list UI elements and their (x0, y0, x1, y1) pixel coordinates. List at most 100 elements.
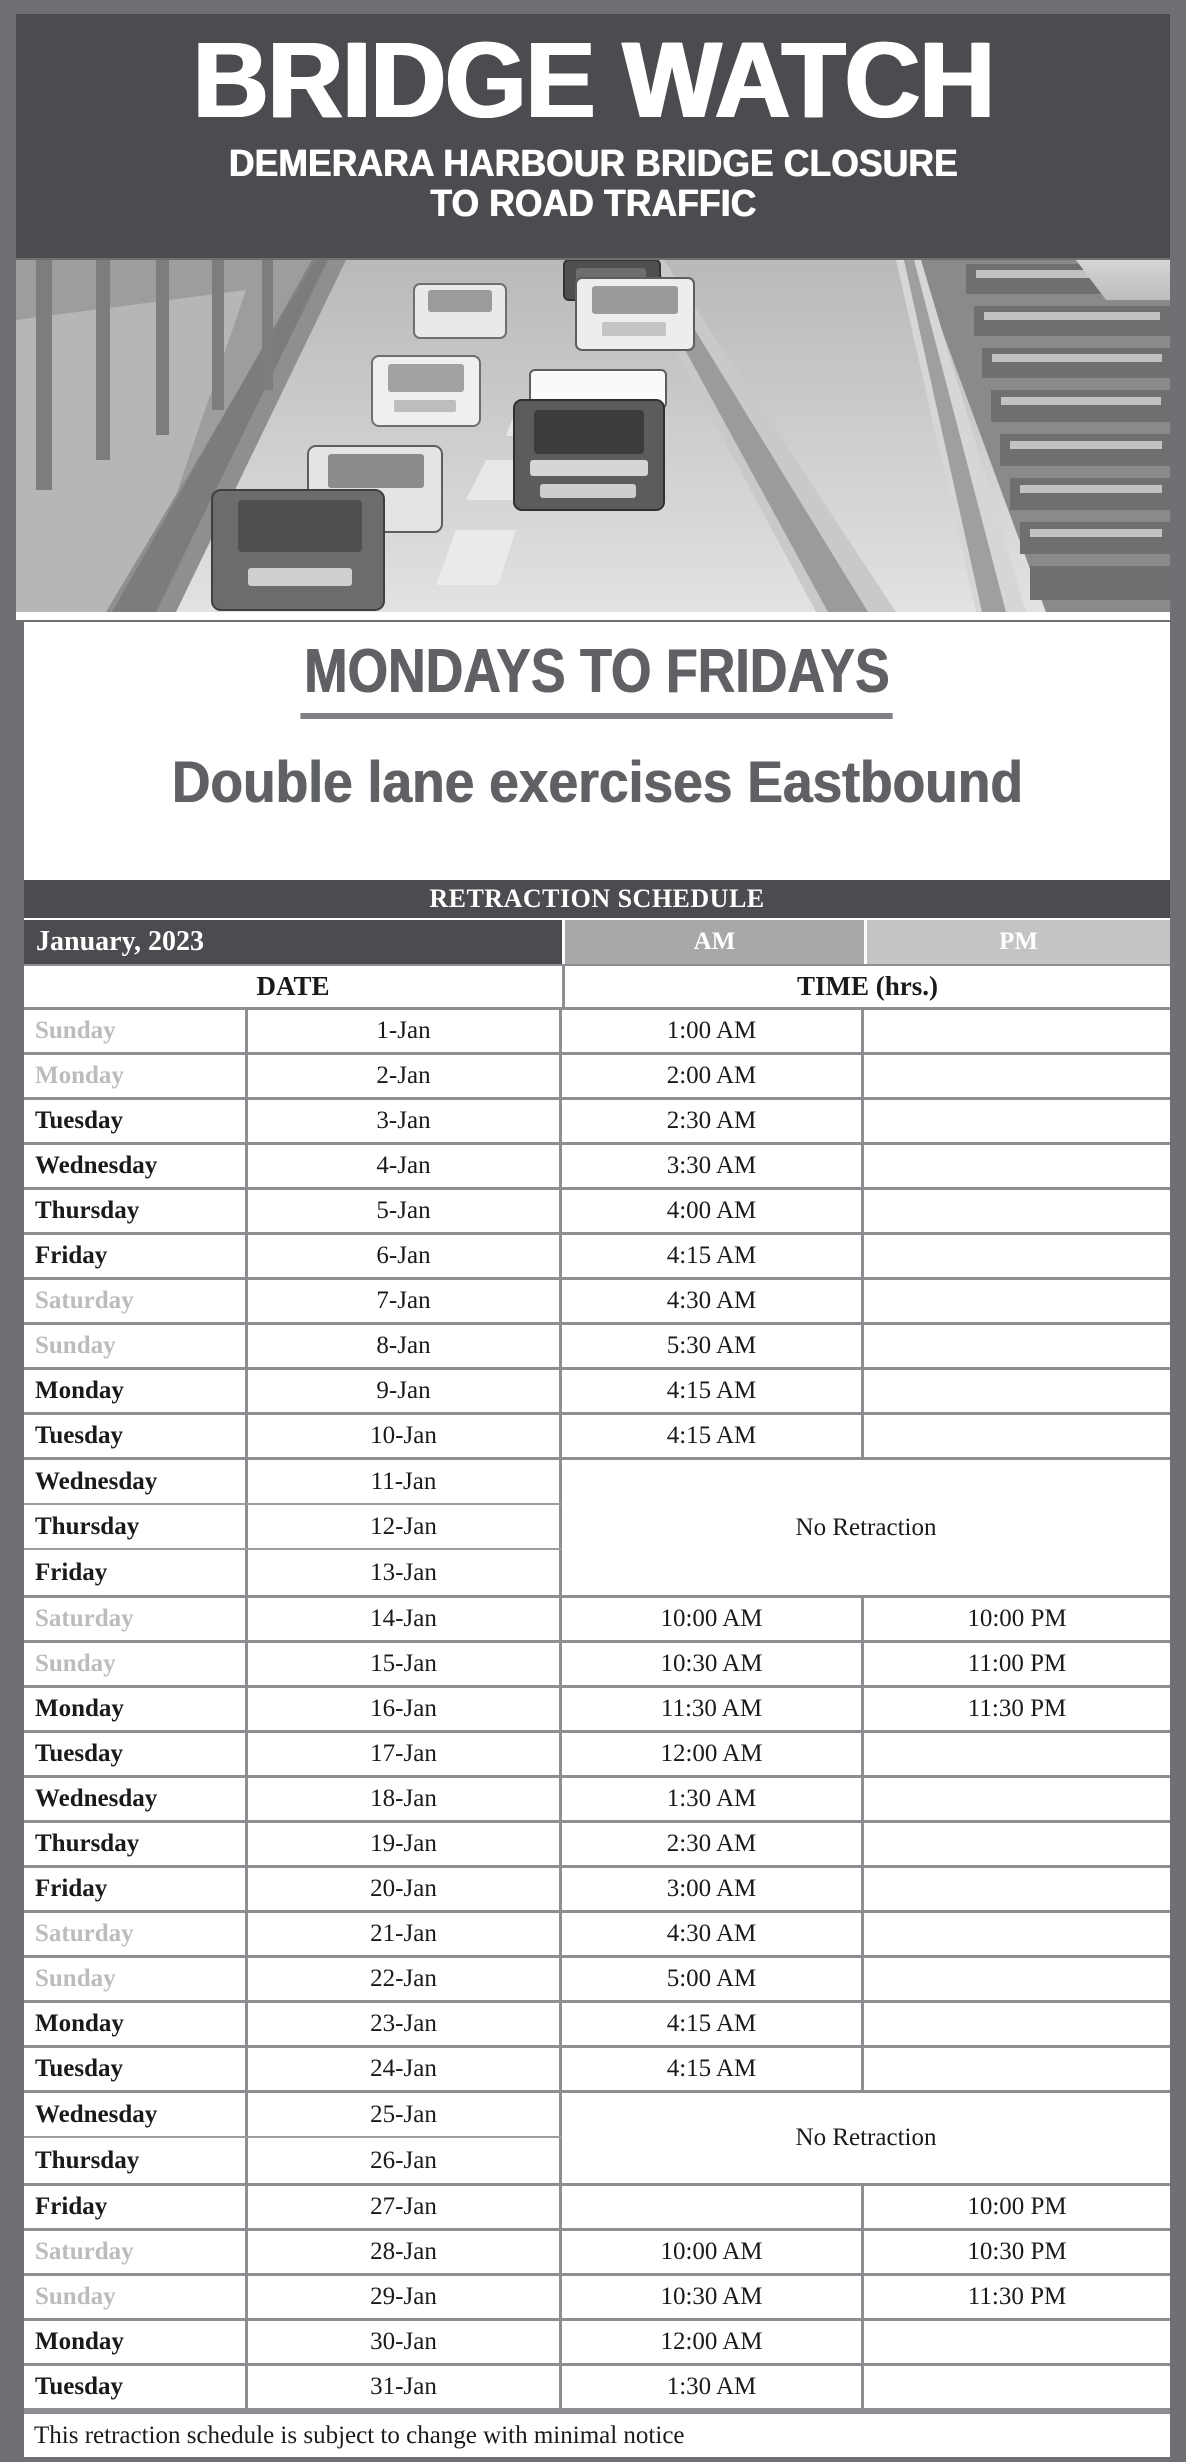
cell-date: 1-Jan (248, 1010, 562, 1052)
cell-day: Monday (24, 1370, 248, 1412)
cell-am-time: 1:00 AM (562, 1010, 864, 1052)
cell-am-time: 4:15 AM (562, 2003, 864, 2045)
cell-am-time: 4:15 AM (562, 1370, 864, 1412)
no-retraction-label: No Retraction (795, 1513, 937, 1541)
table-row: Thursday 5-Jan 4:00 AM (24, 1190, 1170, 1235)
table-row: Sunday 8-Jan 5:30 AM (24, 1325, 1170, 1370)
cell-am-time: 12:00 AM (562, 2321, 864, 2363)
retraction-schedule-table: RETRACTION SCHEDULE January, 2023 AM PM … (24, 880, 1170, 2457)
table-row: Saturday 7-Jan 4:30 AM (24, 1280, 1170, 1325)
cell-pm-time: 11:30 PM (967, 1695, 1067, 1722)
table-row: Wednesday 4-Jan 3:30 AM (24, 1145, 1170, 1190)
cell-am-time: 4:15 AM (562, 1415, 864, 1457)
cell-am-time: 10:30 AM (562, 2276, 864, 2318)
cell-pm-time (864, 1823, 1170, 1865)
cell-am-time: 3:00 AM (562, 1868, 864, 1910)
cell-date: 8-Jan (248, 1325, 562, 1367)
photo-separator (16, 612, 1170, 620)
cell-day: Wednesday (24, 2093, 248, 2136)
cell-am-time: 4:30 AM (562, 1913, 864, 1955)
table-row: Saturday 21-Jan 4:30 AM (24, 1913, 1170, 1958)
cell-date: 10-Jan (248, 1415, 562, 1457)
table-row: Thursday 26-Jan (24, 2138, 562, 2183)
cell-day: Saturday (24, 2231, 248, 2273)
table-column-header-row: DATE TIME (hrs.) (24, 966, 1170, 1010)
masthead-subtitle-line2: TO ROAD TRAFFIC (429, 182, 757, 225)
cell-pm-time (864, 2321, 1170, 2363)
cell-day: Tuesday (24, 1415, 248, 1457)
no-retraction-group: Wednesday 25-Jan Thursday 26-Jan No Retracti… (24, 2093, 1170, 2186)
cell-date: 22-Jan (248, 1958, 562, 2000)
notice-subline: Double lane exercises Eastbound (171, 750, 1023, 815)
notice-panel: MONDAYS TO FRIDAYS Double lane exercises… (24, 622, 1170, 880)
cell-pm-time (864, 1415, 1170, 1457)
table-row: Sunday 1-Jan 1:00 AM (24, 1010, 1170, 1055)
cell-pm-time (864, 2048, 1170, 2090)
cell-date: 5-Jan (248, 1190, 562, 1232)
table-row: Friday 6-Jan 4:15 AM (24, 1235, 1170, 1280)
cell-day: Saturday (24, 1913, 248, 1955)
cell-day: Sunday (24, 1010, 248, 1052)
bridge-traffic-photo (16, 260, 1170, 612)
cell-day: Tuesday (24, 2366, 248, 2408)
cell-day: Friday (24, 2186, 248, 2228)
cell-date: 7-Jan (248, 1280, 562, 1322)
cell-day: Tuesday (24, 1100, 248, 1142)
cell-date: 18-Jan (248, 1778, 562, 1820)
cell-date: 26-Jan (248, 2138, 562, 2183)
cell-day: Sunday (24, 1325, 248, 1367)
cell-am-time: 2:30 AM (562, 1100, 864, 1142)
cell-pm-time (864, 2003, 1170, 2045)
notice-headline: MONDAYS TO FRIDAYS (300, 636, 894, 719)
cell-pm-time (864, 1958, 1170, 2000)
no-retraction-block-2: Wednesday 25-Jan Thursday 26-Jan No Retracti… (24, 2093, 1170, 2186)
cell-day: Thursday (24, 1190, 248, 1232)
table-row: Wednesday 25-Jan (24, 2093, 562, 2138)
cell-pm-time: 10:30 PM (967, 2238, 1067, 2265)
table-row: Tuesday 3-Jan 2:30 AM (24, 1100, 1170, 1145)
cell-day: Wednesday (24, 1460, 248, 1503)
cell-date: 29-Jan (248, 2276, 562, 2318)
table-row: Thursday 12-Jan (24, 1505, 562, 1550)
table-row: Wednesday 18-Jan 1:30 AM (24, 1778, 1170, 1823)
table-row: Friday 27-Jan 10:00 PM (24, 2186, 1170, 2231)
table-row: Monday 2-Jan 2:00 AM (24, 1055, 1170, 1100)
cell-date: 28-Jan (248, 2231, 562, 2273)
cell-day: Saturday (24, 1280, 248, 1322)
table-row: Tuesday 10-Jan 4:15 AM (24, 1415, 1170, 1460)
cell-day: Saturday (24, 1598, 248, 1640)
cell-pm-time (864, 1370, 1170, 1412)
no-retraction-dates: Wednesday 25-Jan Thursday 26-Jan (24, 2093, 562, 2183)
cell-am-time: 2:30 AM (562, 1823, 864, 1865)
cell-am-time: 4:15 AM (562, 1235, 864, 1277)
table-row: Monday 9-Jan 4:15 AM (24, 1370, 1170, 1415)
cell-date: 30-Jan (248, 2321, 562, 2363)
cell-day: Monday (24, 1055, 248, 1097)
cell-date: 12-Jan (248, 1505, 562, 1548)
cell-date: 16-Jan (248, 1688, 562, 1730)
date-column-header: DATE (24, 966, 565, 1007)
cell-date: 15-Jan (248, 1643, 562, 1685)
cell-am-time: 3:30 AM (562, 1145, 864, 1187)
month-label: January, 2023 (24, 920, 565, 964)
cell-am-time: 5:30 AM (562, 1325, 864, 1367)
cell-pm-time (864, 1145, 1170, 1187)
cell-date: 31-Jan (248, 2366, 562, 2408)
cell-date: 19-Jan (248, 1823, 562, 1865)
cell-day: Friday (24, 1868, 248, 1910)
masthead-subtitle: DEMERARA HARBOUR BRIDGE CLOSURE TO ROAD … (56, 143, 1129, 225)
table-title: RETRACTION SCHEDULE (24, 880, 1170, 920)
table-row: Sunday 22-Jan 5:00 AM (24, 1958, 1170, 2003)
cell-day: Monday (24, 2321, 248, 2363)
schedule-rows-group-1: Sunday 1-Jan 1:00 AM Monday 2-Jan 2:00 AM Tues… (24, 1010, 1170, 1460)
schedule-rows-group-2: Saturday 14-Jan 10:00 AM 10:00 PM Sunday 15-J… (24, 1598, 1170, 2093)
table-row: Wednesday 11-Jan (24, 1460, 562, 1505)
masthead: BRIDGE WATCH DEMERARA HARBOUR BRIDGE CLO… (16, 14, 1170, 258)
table-row: Sunday 29-Jan 10:30 AM 11:30 PM (24, 2276, 1170, 2321)
table-row: Saturday 14-Jan 10:00 AM 10:00 PM (24, 1598, 1170, 1643)
cell-date: 14-Jan (248, 1598, 562, 1640)
cell-am-time: 12:00 AM (562, 1733, 864, 1775)
cell-date: 23-Jan (248, 2003, 562, 2045)
schedule-rows-group-3: Friday 27-Jan 10:00 PM Saturday 28-Jan 10:00 … (24, 2186, 1170, 2411)
cell-date: 2-Jan (248, 1055, 562, 1097)
